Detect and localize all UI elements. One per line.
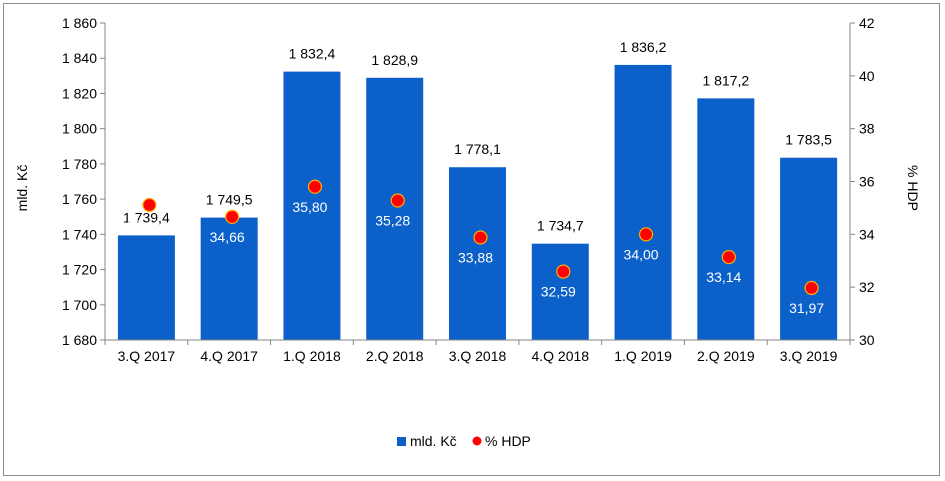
bar [780, 157, 838, 340]
y2-tick-label: 32 [859, 279, 875, 295]
bar [366, 77, 424, 340]
point [390, 193, 405, 208]
y-tick-label: 1 720 [62, 262, 97, 278]
y2-tick-label: 30 [859, 332, 875, 348]
x-tick-label: 1.Q 2019 [614, 348, 672, 364]
bar-value-label: 1 783,5 [785, 132, 832, 148]
bar-value-label: 1 817,2 [702, 72, 749, 88]
bar [449, 167, 506, 340]
y2-tick-label: 42 [859, 15, 875, 31]
y-tick-label: 1 760 [62, 191, 97, 207]
x-tick-label: 2.Q 2018 [366, 348, 424, 364]
bar [117, 235, 175, 340]
x-tick-label: 1.Q 2018 [283, 348, 341, 364]
bar [697, 98, 755, 341]
point [804, 280, 819, 296]
bar-value-label: 1 778,1 [454, 141, 501, 157]
point-value-label: 35,80 [292, 199, 327, 215]
y-tick-label: 1 740 [62, 226, 97, 242]
point-value-label: 35,11 [127, 217, 161, 233]
legend-label-point: % HDP [485, 433, 531, 449]
point [307, 179, 323, 194]
legend-swatch-bar [397, 437, 406, 446]
bar-value-label: 1 749,5 [206, 192, 253, 208]
point [638, 227, 654, 242]
bar-value-label: 1 828,9 [371, 52, 418, 68]
point-series: 35,11 34,66 35,80 35,28 33,88 32,59 34,00 33,14… [127, 179, 824, 316]
point-value-label: 32,59 [541, 284, 576, 300]
bar-value-label: 1 832,4 [289, 46, 336, 62]
point-value-label: 33,88 [458, 250, 493, 266]
y-axis-title: mld. Kč [14, 165, 30, 212]
y2-tick-label: 34 [859, 226, 875, 242]
legend-swatch-point [472, 436, 482, 446]
point [721, 249, 736, 265]
y-tick-label: 1 820 [62, 85, 97, 101]
bar-series: 1 739,4 1 749,5 1 832,4 1 828,9 1 778,1 1 734… [117, 39, 838, 341]
legend: mld. Kč % HDP [397, 433, 531, 449]
x-tick-label: 3.Q 2019 [780, 348, 838, 364]
y2-tick-label: 40 [859, 68, 875, 84]
point-value-label: 33,14 [706, 269, 741, 285]
point-value-label: 34,66 [210, 229, 245, 245]
point [225, 209, 240, 224]
point [142, 197, 157, 213]
bar-value-label: 1 734,7 [537, 218, 584, 234]
point-value-label: 34,00 [624, 246, 659, 262]
bar-value-label: 1 836,2 [620, 39, 667, 55]
bar-value-label: 1 739,4 [123, 209, 170, 225]
x-tick-label: 3.Q 2017 [118, 348, 176, 364]
legend-label-bar: mld. Kč [410, 433, 457, 449]
y2-tick-label: 36 [859, 174, 875, 190]
bar [614, 64, 672, 341]
bar [200, 217, 258, 340]
x-tick-label: 4.Q 2017 [200, 348, 258, 364]
bar [531, 243, 589, 340]
y-tick-label: 1 780 [62, 156, 97, 172]
x-tick-label: 2.Q 2019 [697, 348, 755, 364]
point-value-label: 35,28 [375, 213, 410, 229]
point [473, 230, 488, 245]
y2-axis-title: % HDP [905, 165, 921, 211]
axes: 1 680 1 700 1 720 1 740 1 760 1 780 1 800 1 820… [62, 15, 875, 364]
y-tick-label: 1 800 [62, 121, 97, 137]
y-tick-label: 1 840 [62, 50, 97, 66]
x-tick-label: 4.Q 2018 [531, 348, 589, 364]
y2-tick-label: 38 [859, 121, 875, 137]
y-tick-label: 1 680 [62, 332, 97, 348]
point [556, 264, 571, 279]
x-tick-label: 3.Q 2018 [449, 348, 507, 364]
bar [283, 71, 341, 341]
y-tick-label: 1 700 [62, 297, 97, 313]
y-tick-label: 1 860 [62, 15, 97, 31]
point-value-label: 31,97 [789, 300, 824, 316]
